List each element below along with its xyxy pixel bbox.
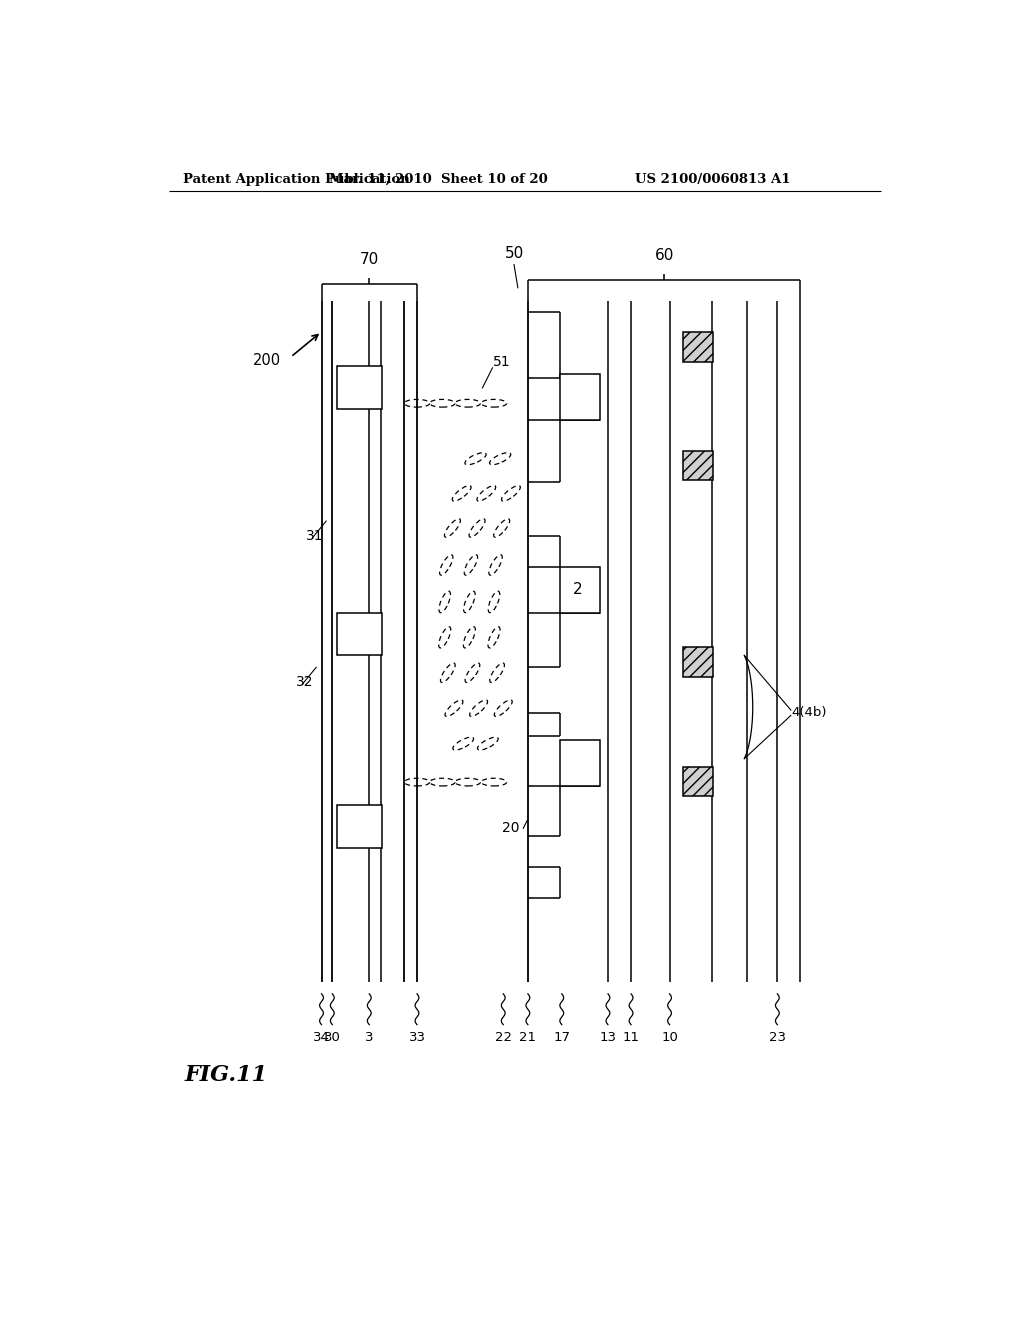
Text: 2: 2 <box>573 582 583 597</box>
Text: FIG.11: FIG.11 <box>184 1064 267 1085</box>
Bar <box>337 805 382 847</box>
Bar <box>337 367 382 409</box>
Text: 31: 31 <box>306 529 324 543</box>
Text: US 2100/0060813 A1: US 2100/0060813 A1 <box>635 173 791 186</box>
Text: 22: 22 <box>495 1031 512 1044</box>
Bar <box>560 739 600 785</box>
Text: 60: 60 <box>654 248 674 263</box>
Text: 3: 3 <box>365 1031 374 1044</box>
Bar <box>683 451 713 480</box>
Bar <box>683 333 713 362</box>
Text: 4(4b): 4(4b) <box>792 706 826 719</box>
Text: 33: 33 <box>409 1031 426 1044</box>
Text: Patent Application Publication: Patent Application Publication <box>183 173 410 186</box>
Text: 51: 51 <box>493 355 510 370</box>
Text: 13: 13 <box>599 1031 616 1044</box>
Text: 17: 17 <box>553 1031 570 1044</box>
Text: 34: 34 <box>313 1031 330 1044</box>
Text: 30: 30 <box>324 1031 341 1044</box>
Text: 32: 32 <box>296 675 313 689</box>
Text: 21: 21 <box>519 1031 537 1044</box>
Text: 70: 70 <box>359 252 379 267</box>
Text: 200: 200 <box>253 354 282 368</box>
Text: 10: 10 <box>662 1031 678 1044</box>
Text: 50: 50 <box>505 246 523 261</box>
Bar <box>337 612 382 655</box>
Text: 20: 20 <box>502 821 519 836</box>
Bar <box>683 767 713 796</box>
Bar <box>560 566 600 612</box>
Text: Mar. 11, 2010  Sheet 10 of 20: Mar. 11, 2010 Sheet 10 of 20 <box>329 173 548 186</box>
Bar <box>683 647 713 677</box>
Bar <box>560 374 600 420</box>
Text: 23: 23 <box>769 1031 785 1044</box>
Text: 11: 11 <box>623 1031 640 1044</box>
